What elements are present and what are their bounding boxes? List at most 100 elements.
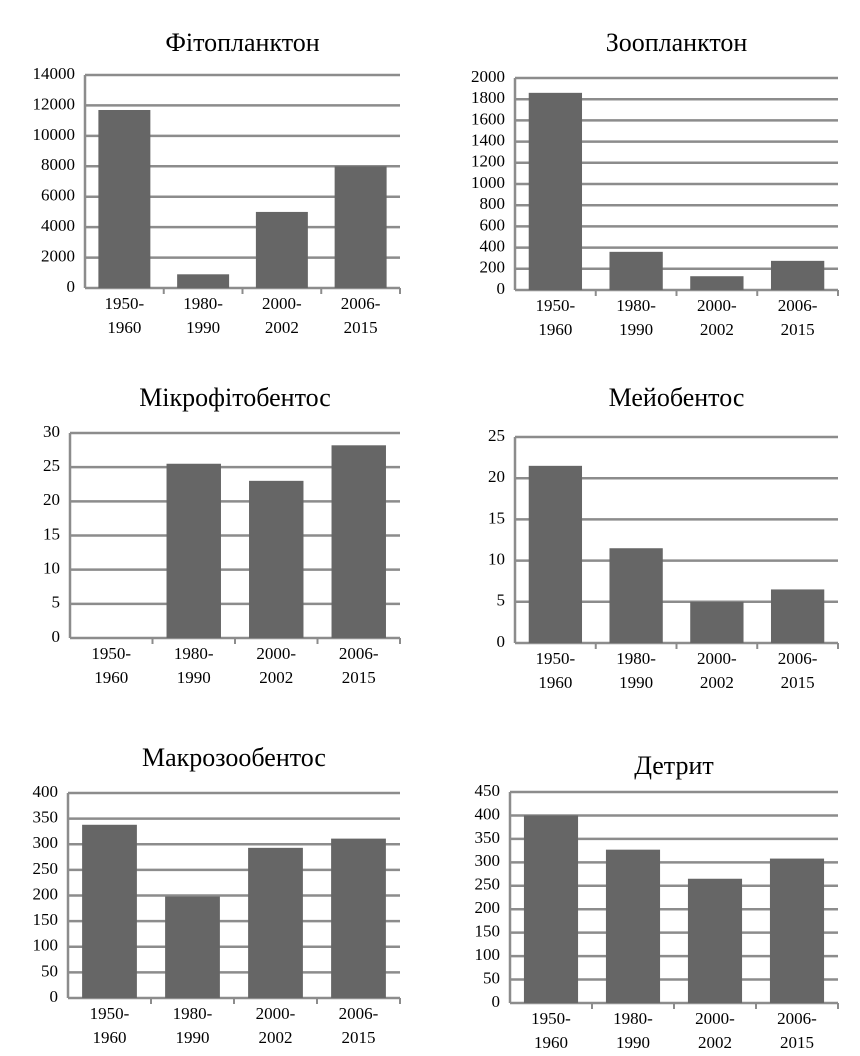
y-tick-label: 0 [67,277,76,296]
bar [687,878,743,1003]
y-tick-label: 1600 [471,109,505,128]
chart-title: Мейобентос [609,383,745,412]
bar [255,211,308,288]
y-tick-label: 350 [475,828,501,847]
x-tick-label: 1980-1990 [172,1004,213,1047]
y-tick-label: 200 [475,898,501,917]
x-tick-label: 1950-1960 [104,294,145,337]
bar [609,548,663,643]
bar [769,858,825,1003]
x-tick-label: 1980-1990 [616,649,656,692]
y-tick-label: 250 [475,875,501,894]
y-tick-label: 0 [497,279,506,298]
bar [98,109,151,288]
x-tick-label: 2000-2002 [695,1009,735,1052]
y-tick-label: 300 [33,833,59,852]
bar [166,463,221,638]
y-tick-label: 10 [43,559,60,578]
bar [82,824,137,998]
x-tick-label: 2000-2002 [697,296,737,339]
x-tick-label: 1950-1960 [531,1009,571,1052]
x-tick-label: 2000-2002 [697,649,737,692]
y-tick-label: 1200 [471,152,505,171]
y-tick-label: 300 [475,851,501,870]
bar [523,815,579,1003]
y-tick-label: 400 [33,782,59,801]
y-tick-label: 14000 [33,64,76,83]
x-tick-label: 2006-2015 [338,644,379,687]
y-tick-label: 150 [475,922,501,941]
bar [770,260,825,290]
y-tick-label: 600 [480,215,506,234]
y-tick-label: 15 [43,524,60,543]
y-tick-label: 5 [52,593,61,612]
x-tick-label: 2006-2015 [777,296,818,339]
y-tick-label: 25 [488,426,505,445]
bar [331,445,386,638]
x-tick-label: 2006-2015 [777,1009,817,1052]
y-tick-label: 12000 [33,94,76,113]
x-tick-label: 1980-1990 [613,1009,653,1052]
y-tick-label: 0 [52,627,61,646]
x-tick-label: 1950-1960 [535,296,576,339]
bar [690,601,744,643]
y-tick-label: 30 [43,422,60,441]
x-tick-label: 2006-2015 [340,294,381,337]
y-tick-label: 0 [50,987,59,1006]
chart-title: Мікрофітобентос [139,383,331,412]
x-tick-label: 1950-1960 [89,1004,130,1047]
y-tick-label: 350 [33,808,59,827]
x-tick-label: 2000-2002 [255,1004,296,1047]
y-tick-label: 10 [488,550,505,569]
y-tick-label: 800 [480,194,506,213]
bar [609,251,663,290]
x-tick-label: 1950-1960 [91,644,132,687]
y-tick-label: 1800 [471,88,505,107]
y-tick-label: 100 [475,945,501,964]
y-tick-label: 50 [483,968,500,987]
y-tick-label: 5 [497,591,506,610]
bar [165,896,220,998]
bar [331,838,386,998]
y-tick-label: 400 [475,804,501,823]
x-tick-label: 1980-1990 [173,644,214,687]
y-tick-label: 0 [492,992,501,1011]
bar [249,480,304,638]
y-tick-label: 400 [480,237,506,256]
y-tick-label: 20 [488,467,505,486]
bar [334,166,387,288]
y-tick-label: 50 [41,961,58,980]
chart-title: Детрит [634,751,714,780]
y-tick-label: 2000 [471,67,505,86]
y-tick-label: 8000 [41,155,75,174]
y-tick-label: 1400 [471,131,505,150]
y-tick-label: 15 [488,508,505,527]
chart-title: Фітопланктон [165,28,319,57]
chart-title: Макрозообентос [142,743,326,772]
y-tick-label: 150 [33,910,59,929]
y-tick-label: 25 [43,456,60,475]
y-tick-label: 200 [480,258,506,277]
y-tick-label: 4000 [41,216,75,235]
chart-title: Зоопланктон [606,28,748,57]
x-tick-label: 2006-2015 [777,649,818,692]
y-tick-label: 6000 [41,186,75,205]
y-tick-label: 1000 [471,173,505,192]
y-tick-label: 0 [497,632,506,651]
bar [528,92,583,290]
y-tick-label: 250 [33,859,59,878]
bar [690,276,744,290]
bar [528,465,583,643]
x-tick-label: 1980-1990 [616,296,656,339]
y-tick-label: 20 [43,490,60,509]
bar [605,849,661,1003]
x-tick-label: 2000-2002 [262,294,302,337]
y-tick-label: 100 [33,936,59,955]
x-tick-label: 1950-1960 [535,649,576,692]
y-tick-label: 2000 [41,246,75,265]
y-tick-label: 450 [475,781,501,800]
bar [770,589,825,643]
x-tick-label: 2000-2002 [256,644,297,687]
